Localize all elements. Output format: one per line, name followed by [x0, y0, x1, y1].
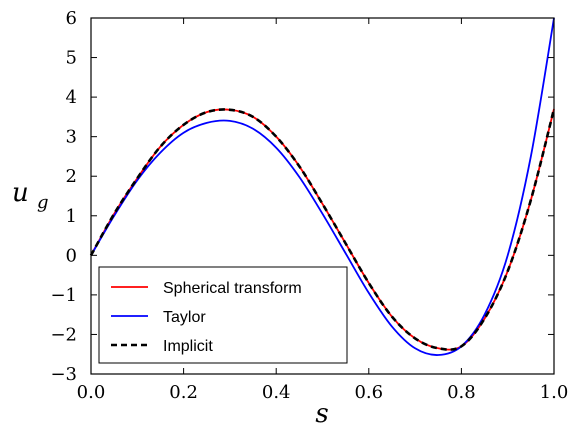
legend-box: [98, 266, 348, 364]
legend-label-implicit: Implicit: [163, 338, 213, 355]
plot-frame: [90, 17, 555, 375]
x-tick-label: 1.0: [540, 382, 569, 403]
y-tick-label: −3: [50, 364, 77, 385]
x-tick-label: 0.8: [447, 382, 476, 403]
y-axis-label-subscript: g: [37, 192, 49, 213]
series-line-taylor: [90, 17, 555, 356]
y-tick-label: 6: [66, 8, 77, 29]
y-axis-label: u g: [12, 178, 49, 213]
y-tick-label: 3: [66, 127, 77, 148]
y-tick-label: 4: [66, 87, 77, 108]
legend-label-taylor: Taylor: [163, 309, 206, 326]
y-tick-label: 2: [66, 166, 77, 187]
x-tick-label: 0.4: [262, 382, 291, 403]
tick-layer: 0.0 0.2 0.4 0.6 0.8 1.0 6 5 4 3 2 1 0 −1 −2 −3: [50, 8, 568, 403]
y-tick-label: 1: [66, 206, 77, 227]
x-axis-label: s: [315, 399, 328, 429]
y-tick-label: −2: [50, 324, 77, 345]
legend: Spherical transform Taylor Implicit: [98, 266, 348, 364]
y-tick-label: 0: [66, 245, 77, 266]
x-tick-label: 0.2: [169, 382, 198, 403]
series-layer: [89, 17, 556, 356]
y-axis-label-main: u: [12, 178, 29, 208]
legend-label-spherical-transform: Spherical transform: [163, 280, 302, 297]
y-tick-label: −1: [50, 285, 77, 306]
series-line-implicit: [89, 108, 556, 351]
x-tick-label: 0.6: [354, 382, 383, 403]
x-tick-label: 0.0: [77, 382, 106, 403]
y-tick-label: 5: [66, 48, 77, 69]
